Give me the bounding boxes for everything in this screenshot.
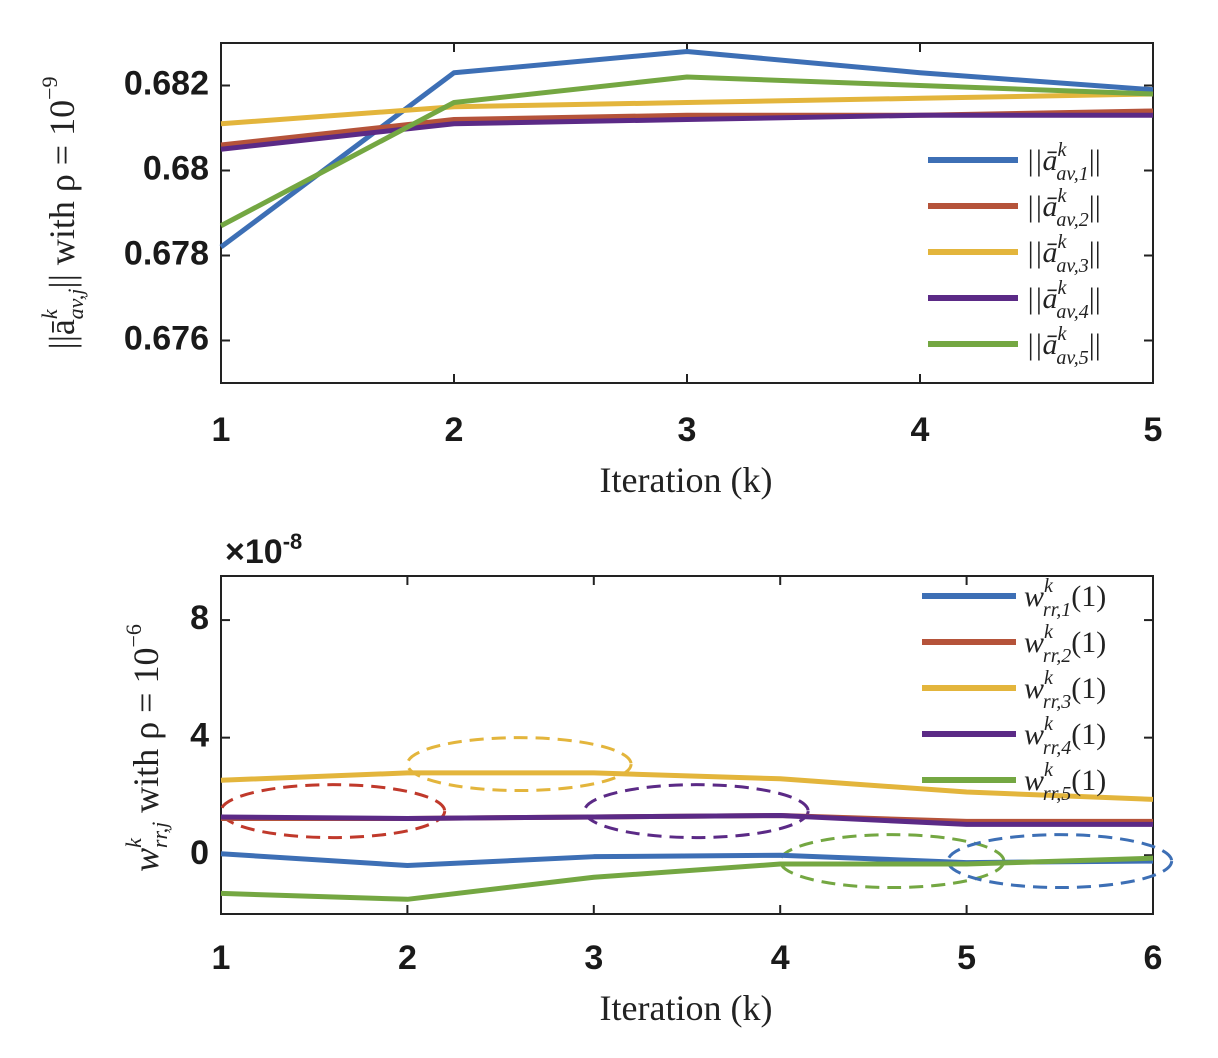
bottom-chart: wkrr,j with ρ = 10−6 ×10-8 Iteration (k)… — [121, 529, 1174, 1028]
x-tick-label: 4 — [771, 939, 790, 977]
annotation-ellipse — [219, 783, 447, 840]
top-chart-x-axis-label: Iteration (k) — [600, 460, 773, 500]
series-line-5 — [219, 74, 1154, 228]
ylabel-part-1: k — [37, 308, 62, 319]
ylabel-part-0: ||ā — [42, 319, 82, 349]
ylabel-part-4: −6 — [121, 624, 146, 647]
annotation-ellipse — [405, 736, 633, 793]
y-tick-label: 4 — [190, 717, 209, 755]
ylabel-part-2: av,j — [63, 289, 88, 320]
x-tick-label: 5 — [1144, 411, 1163, 449]
x-tick-label: 4 — [911, 411, 930, 449]
series-line-4 — [220, 813, 1153, 827]
svg-text:||ākav,j|| with ρ = 10−9: ||ākav,j|| with ρ = 10−9 — [37, 76, 88, 349]
legend-label-2: wk rr,2(1) — [1024, 621, 1106, 667]
axes-box — [220, 575, 1154, 915]
y-tick-label: 0.676 — [124, 319, 209, 357]
legend-label-3: wk rr,3(1) — [1024, 667, 1106, 713]
bottom-chart-exponent: ×10-8 — [225, 529, 302, 571]
y-tick-label: 0 — [190, 834, 209, 872]
ylabel-part-0: w — [126, 848, 166, 872]
y-tick-label: 8 — [190, 599, 209, 637]
svg-text:wkrr,j with ρ = 10−6: wkrr,j with ρ = 10−6 — [121, 624, 172, 872]
x-tick-label: 3 — [678, 411, 697, 449]
legend-label-2: ||āk av,2|| — [1026, 185, 1101, 231]
top-chart-y-axis-label: ||ākav,j|| with ρ = 10−9 — [37, 76, 88, 349]
ylabel-part-4: −9 — [37, 76, 62, 99]
x-tick-label: 2 — [445, 411, 464, 449]
series-line-4 — [220, 112, 1153, 152]
legend-label-1: wk rr,1(1) — [1024, 575, 1106, 621]
x-tick-label: 3 — [584, 939, 603, 977]
legend-label-1: ||āk av,1|| — [1026, 139, 1101, 185]
ylabel-part-3: with ρ = 10 — [126, 648, 166, 822]
legend-label-3: ||āk av,3|| — [1026, 231, 1101, 277]
legend-label-5: wk rr,5(1) — [1024, 759, 1106, 805]
y-tick-label: 0.68 — [143, 149, 209, 187]
x-tick-label: 1 — [212, 939, 231, 977]
x-tick-label: 5 — [957, 939, 976, 977]
x-tick-label: 2 — [398, 939, 417, 977]
bottom-chart-y-axis-label: wkrr,j with ρ = 10−6 — [121, 624, 172, 872]
axes-box — [220, 42, 1154, 384]
annotation-ellipse — [582, 783, 810, 840]
series-line-3 — [220, 770, 1154, 802]
exponent-label: ×10 — [225, 533, 283, 571]
legend-label-5: ||āk av,5|| — [1026, 323, 1101, 369]
bottom-chart-x-axis-label: Iteration (k) — [600, 988, 773, 1028]
exponent-power: -8 — [283, 529, 303, 554]
x-tick-label: 1 — [212, 411, 231, 449]
y-tick-label: 0.678 — [124, 234, 209, 272]
annotation-ellipse — [946, 833, 1174, 890]
y-tick-label: 0.682 — [124, 64, 209, 102]
ylabel-part-2: rr,j — [147, 822, 172, 848]
legend-label-4: ||āk av,4|| — [1026, 277, 1101, 323]
series-line-3 — [220, 91, 1154, 127]
legend-label-4: wk rr,4(1) — [1024, 713, 1106, 759]
top-chart: ||ākav,j|| with ρ = 10−9 Iteration (k) 1… — [37, 42, 1163, 500]
x-tick-label: 6 — [1144, 939, 1163, 977]
ylabel-part-1: k — [121, 837, 146, 848]
ylabel-part-3: || with ρ = 10 — [42, 100, 82, 289]
series-line-5 — [220, 855, 1154, 902]
